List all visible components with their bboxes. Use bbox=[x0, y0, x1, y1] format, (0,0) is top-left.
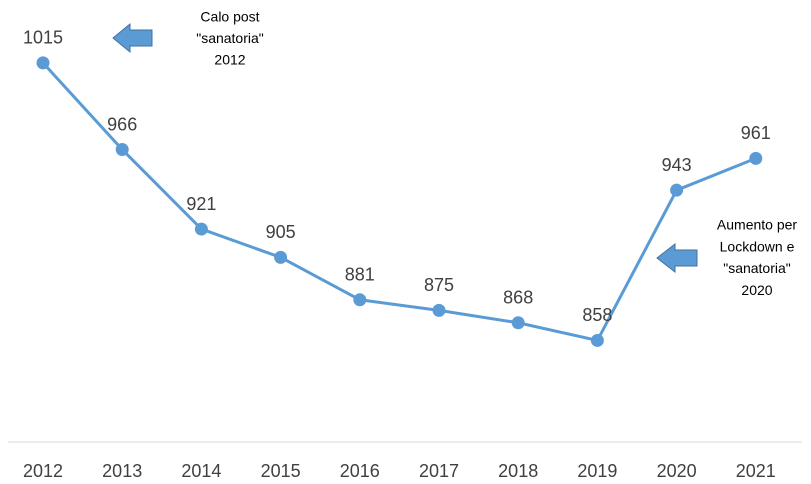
annotation-arrow bbox=[112, 22, 153, 54]
x-tick-label: 2016 bbox=[340, 461, 380, 481]
annotation-text: Aumento per bbox=[717, 217, 797, 233]
data-point bbox=[274, 250, 288, 264]
data-point bbox=[36, 56, 50, 70]
data-label: 858 bbox=[582, 305, 612, 325]
x-tick-label: 2018 bbox=[498, 461, 538, 481]
data-point bbox=[432, 303, 446, 317]
annotation-text: Lockdown e bbox=[720, 238, 795, 254]
data-point bbox=[115, 143, 129, 157]
data-label: 1015 bbox=[23, 28, 63, 48]
data-label: 905 bbox=[266, 222, 296, 242]
data-label: 961 bbox=[741, 123, 771, 143]
data-label: 943 bbox=[662, 155, 692, 175]
data-point bbox=[590, 333, 604, 347]
x-tick-label: 2020 bbox=[657, 461, 697, 481]
x-tick-label: 2015 bbox=[261, 461, 301, 481]
x-tick-label: 2019 bbox=[577, 461, 617, 481]
x-tick-label: 2012 bbox=[23, 461, 63, 481]
x-tick-label: 2017 bbox=[419, 461, 459, 481]
data-point bbox=[670, 183, 684, 197]
data-point bbox=[749, 151, 763, 165]
annotation-text: 2020 bbox=[741, 282, 772, 298]
data-label: 875 bbox=[424, 275, 454, 295]
x-tick-label: 2021 bbox=[736, 461, 776, 481]
data-point bbox=[353, 293, 367, 307]
data-label: 868 bbox=[503, 288, 533, 308]
annotation-arrow bbox=[656, 242, 698, 274]
data-point bbox=[511, 316, 525, 330]
x-tick-label: 2014 bbox=[181, 461, 221, 481]
data-line bbox=[41, 61, 757, 342]
annotation-text: "sanatoria" bbox=[723, 260, 791, 276]
x-tick-label: 2013 bbox=[102, 461, 142, 481]
data-label: 881 bbox=[345, 265, 375, 285]
data-point bbox=[194, 222, 208, 236]
annotation-text: Calo post bbox=[200, 9, 259, 25]
annotation-text: 2012 bbox=[214, 52, 245, 68]
annotation-text: "sanatoria" bbox=[196, 30, 264, 46]
data-label: 966 bbox=[107, 114, 137, 134]
data-label: 921 bbox=[186, 194, 216, 214]
